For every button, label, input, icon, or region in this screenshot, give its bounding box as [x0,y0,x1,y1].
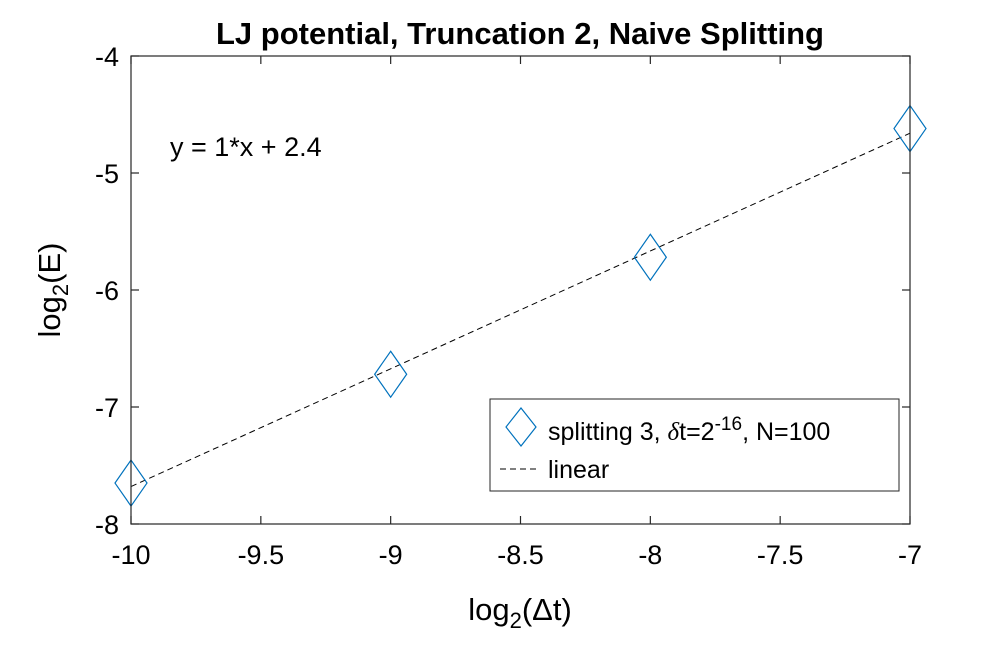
legend-label-splitting: splitting 3, δt=2-16, N=100 [548,414,830,446]
fit-equation-annotation: y = 1*x + 2.4 [170,132,322,162]
y-tick-label: -8 [95,510,119,540]
legend: splitting 3, δt=2-16, N=100 linear [489,398,900,492]
x-tick-label: -8.5 [497,540,544,570]
y-tick-label: -7 [95,393,119,423]
y-tick-label: -6 [95,276,119,306]
y-tick-label: -5 [95,159,119,189]
legend-marker-diamond [505,407,537,447]
fit-line-layer [130,132,911,488]
x-tick-label: -7 [898,540,922,570]
x-tick-label: -8 [638,540,662,570]
x-tick-label: -9.5 [238,540,285,570]
x-axis-label: log2(Δt) [468,592,572,633]
linear-fit-line [130,132,911,488]
x-tick-label: -10 [111,540,150,570]
x-tick-label: -7.5 [757,540,804,570]
data-point-diamond [373,350,408,399]
chart-title: LJ potential, Truncation 2, Naive Splitt… [216,16,824,51]
y-axis-label: log2(E) [32,243,73,338]
plot-frame [130,55,911,525]
ticks: -10 -9.5 -9 -8.5 -8 -7.5 -7 -8 -7 -6 -5 -4 [95,42,922,570]
y-tick-label: -4 [95,42,119,72]
legend-box [489,398,900,492]
x-tick-label: -9 [379,540,403,570]
legend-label-linear: linear [548,456,609,484]
data-point-diamond [633,233,668,282]
